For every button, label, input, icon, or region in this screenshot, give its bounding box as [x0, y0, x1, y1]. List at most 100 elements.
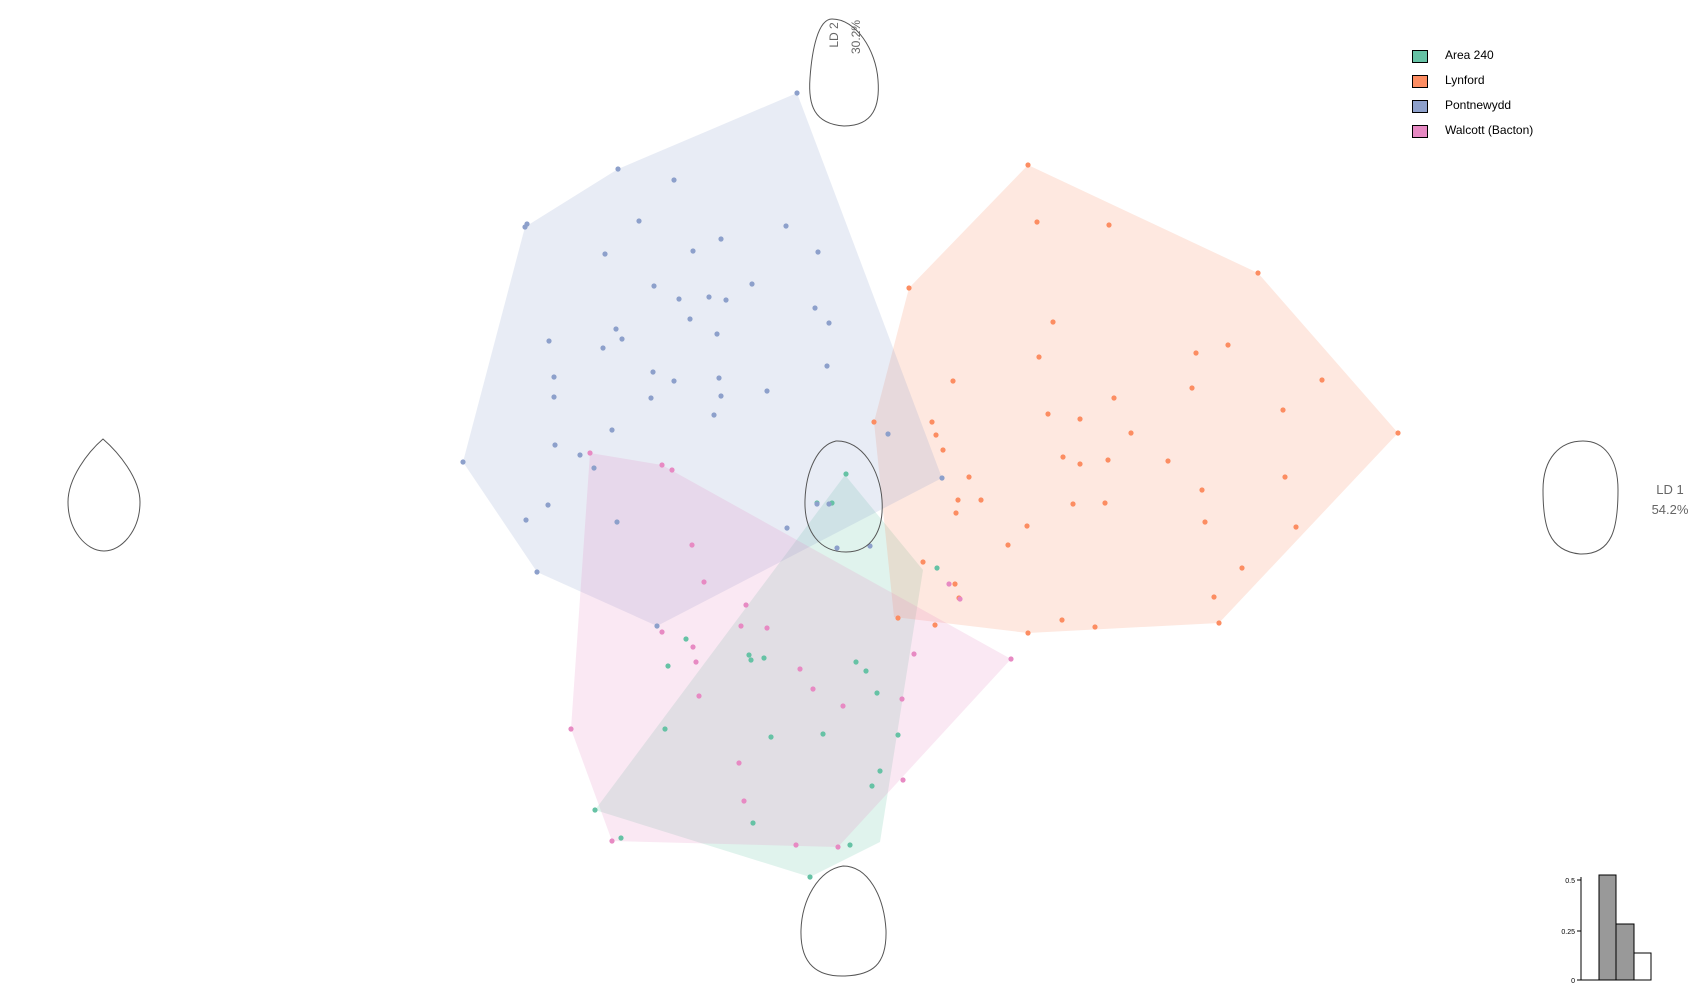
point-lynford [933, 432, 939, 438]
point-walcott-bacton [587, 450, 593, 456]
point-lynford [871, 419, 877, 425]
point-pontnewydd [824, 363, 830, 369]
point-lynford [953, 510, 959, 516]
point-pontnewydd [614, 519, 620, 525]
inset-tick-label-05: 0.5 [1565, 878, 1575, 885]
hull-layer [463, 93, 1398, 877]
point-pontnewydd [687, 316, 693, 322]
point-pontnewydd [749, 281, 755, 287]
point-lynford [1025, 162, 1031, 168]
point-pontnewydd [523, 517, 529, 523]
point-area-240 [820, 731, 826, 737]
inset-bar-ld2 [1615, 923, 1635, 981]
point-lynford [1189, 385, 1195, 391]
point-pontnewydd [834, 545, 840, 551]
point-lynford [1092, 624, 1098, 630]
ld2-percent: 30.2% [849, 20, 863, 54]
point-pontnewydd [613, 326, 619, 332]
point-walcott-bacton [690, 644, 696, 650]
point-lynford [1034, 219, 1040, 225]
point-pontnewydd [609, 427, 615, 433]
point-lynford [1211, 594, 1217, 600]
point-walcott-bacton [696, 693, 702, 699]
eigenvalue-inset: 0.5 0.25 0 [1561, 874, 1652, 985]
point-lynford [950, 378, 956, 384]
point-walcott-bacton [911, 651, 917, 657]
point-pontnewydd [690, 248, 696, 254]
point-pontnewydd [814, 501, 820, 507]
point-pontnewydd [545, 502, 551, 508]
point-pontnewydd [714, 331, 720, 337]
point-pontnewydd [534, 569, 540, 575]
point-walcott-bacton [1008, 656, 1014, 662]
point-pontnewydd [815, 249, 821, 255]
point-area-240 [761, 655, 767, 661]
inset-tick-label-025: 0.25 [1561, 929, 1575, 936]
point-walcott-bacton [900, 777, 906, 783]
ld1-axis-label: LD 1 54.2% [1640, 480, 1698, 520]
point-lynford [1255, 270, 1261, 276]
legend-label: Lynford [1445, 73, 1485, 87]
point-lynford [1165, 458, 1171, 464]
point-lynford [1070, 501, 1076, 507]
shape-outline-right [1542, 440, 1619, 555]
point-lynford [906, 285, 912, 291]
point-pontnewydd [552, 442, 558, 448]
point-pontnewydd [460, 459, 466, 465]
point-lynford [895, 615, 901, 621]
point-lynford [1128, 430, 1134, 436]
point-walcott-bacton [810, 686, 816, 692]
point-pontnewydd [651, 283, 657, 289]
inset-bar-ld3 [1633, 952, 1652, 981]
point-walcott-bacton [568, 726, 574, 732]
point-lynford [966, 474, 972, 480]
ld1-label: LD 1 [1656, 482, 1684, 497]
point-pontnewydd [794, 90, 800, 96]
point-pontnewydd [706, 294, 712, 300]
point-pontnewydd [551, 394, 557, 400]
point-area-240 [877, 768, 883, 774]
point-area-240 [874, 690, 880, 696]
point-lynford [1193, 350, 1199, 356]
point-lynford [1225, 342, 1231, 348]
shape-outline-left [67, 438, 141, 552]
point-walcott-bacton [701, 579, 707, 585]
point-lynford [920, 559, 926, 565]
ld2-axis-label: LD 2 30.2% [827, 20, 863, 54]
point-area-240 [843, 471, 849, 477]
point-lynford [929, 419, 935, 425]
point-pontnewydd [723, 297, 729, 303]
hull-pontnewydd [463, 93, 942, 626]
point-lynford [1050, 319, 1056, 325]
point-walcott-bacton [669, 467, 675, 473]
point-lynford [952, 581, 958, 587]
legend-label: Pontnewydd [1445, 98, 1512, 112]
point-walcott-bacton [957, 596, 963, 602]
point-lynford [1005, 542, 1011, 548]
point-pontnewydd [939, 475, 945, 481]
point-lynford [1105, 457, 1111, 463]
shape-outline-center [804, 440, 883, 553]
point-walcott-bacton [659, 629, 665, 635]
point-pontnewydd [671, 378, 677, 384]
point-walcott-bacton [743, 602, 749, 608]
point-lynford [940, 447, 946, 453]
point-area-240 [863, 668, 869, 674]
point-area-240 [847, 842, 853, 848]
legend-swatch [1412, 100, 1428, 113]
point-pontnewydd [602, 251, 608, 257]
point-pontnewydd [764, 388, 770, 394]
point-pontnewydd [784, 525, 790, 531]
point-lynford [1280, 407, 1286, 413]
point-pontnewydd [648, 395, 654, 401]
ld1-percent: 54.2% [1651, 502, 1689, 517]
legend-swatch [1412, 50, 1428, 63]
point-walcott-bacton [840, 703, 846, 709]
legend-label: Walcott (Bacton) [1445, 123, 1534, 137]
point-lynford [1077, 461, 1083, 467]
point-pontnewydd [636, 218, 642, 224]
point-lynford [1111, 395, 1117, 401]
shape-outline-bottom [800, 865, 887, 977]
point-walcott-bacton [609, 838, 615, 844]
point-lynford [1060, 454, 1066, 460]
